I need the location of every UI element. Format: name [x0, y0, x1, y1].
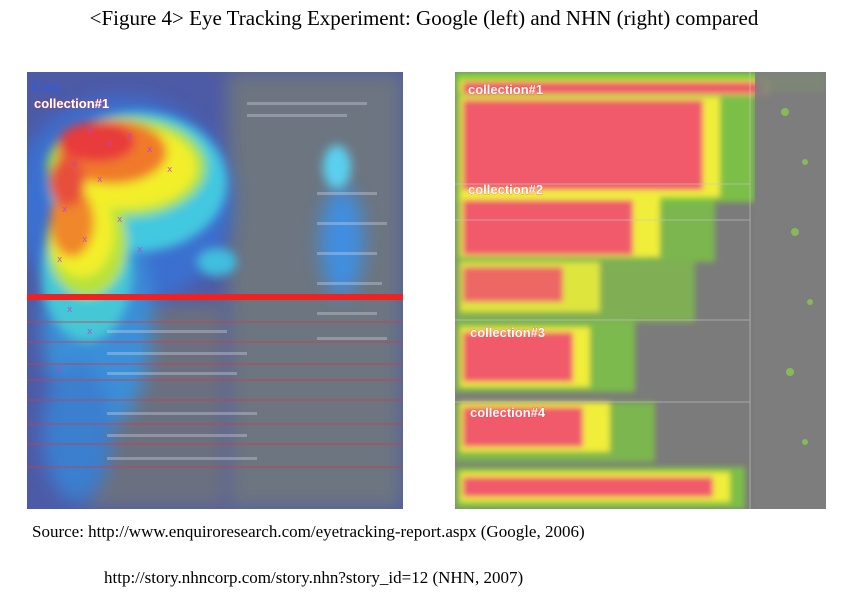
svg-text:x: x: [57, 365, 63, 375]
svg-text:x: x: [137, 245, 143, 255]
svg-text:x: x: [87, 127, 93, 137]
svg-text:x: x: [107, 139, 113, 149]
svg-text:x: x: [57, 255, 63, 265]
svg-text:x: x: [167, 165, 173, 175]
nhn-collection-4-label: collection#4: [470, 405, 546, 420]
svg-text:x: x: [72, 160, 78, 170]
google-heatmap-image: x x x x x x x x x x x x x x x Goo collection#1: [27, 72, 403, 509]
google-logo: Goo: [31, 77, 61, 96]
svg-text:x: x: [117, 215, 123, 225]
nhn-collection-2-label: collection#2: [468, 182, 543, 197]
source-line-google: Source: http://www.enquiroresearch.com/e…: [32, 522, 585, 541]
figure-title: <Figure 4> Eye Tracking Experiment: Goog…: [89, 6, 759, 30]
svg-text:x: x: [97, 175, 103, 185]
svg-text:x: x: [67, 305, 73, 315]
nhn-heatmap-image: collection#1 collection#2 collection#3 c…: [455, 72, 826, 509]
google-collection-label: collection#1: [34, 96, 109, 111]
svg-text:x: x: [62, 205, 68, 215]
svg-text:x: x: [147, 145, 153, 155]
svg-text:x: x: [87, 327, 93, 337]
nhn-collection-1-label: collection#1: [468, 82, 543, 97]
svg-text:x: x: [127, 131, 133, 141]
source-line-nhn: http://story.nhncorp.com/story.nhn?story…: [104, 568, 524, 587]
svg-text:x: x: [82, 235, 88, 245]
nhn-collection-3-label: collection#3: [470, 325, 545, 340]
